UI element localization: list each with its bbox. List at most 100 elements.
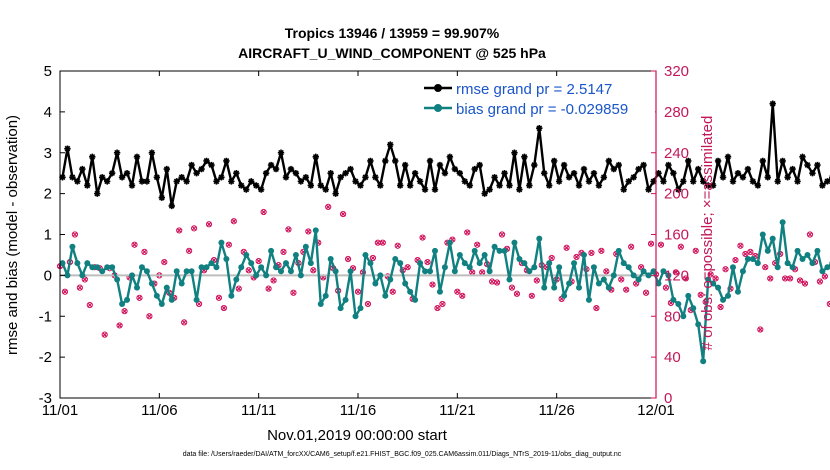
obs-possible-marker: [563, 244, 570, 251]
obs-assimilated-marker: [246, 267, 252, 273]
y-tick-label-right: 80: [664, 308, 681, 325]
rmse-point: [198, 165, 205, 173]
rmse-point: [327, 169, 334, 177]
bias-point: [546, 260, 553, 267]
bias-point: [317, 300, 324, 307]
bias-point: [422, 268, 429, 275]
obs-possible-marker: [742, 250, 749, 258]
bias-point: [84, 260, 91, 267]
rmse-point: [188, 161, 195, 169]
obs-possible-marker: [161, 258, 168, 266]
bias-point: [729, 264, 736, 271]
bias-point: [407, 288, 414, 295]
rmse-point: [168, 202, 175, 210]
rmse-point: [585, 178, 593, 185]
rmse-point: [456, 169, 464, 177]
rmse-point: [580, 165, 588, 173]
obs-possible-marker: [439, 300, 446, 308]
obs-assimilated-marker: [390, 289, 396, 295]
rmse-point: [89, 153, 96, 161]
x-axis: 11/01 11/06 11/11 11/16 11/21 11/26 12/01: [42, 71, 675, 419]
obs-possible-marker: [647, 240, 655, 247]
rmse-point: [272, 165, 280, 173]
obs-assimilated-marker: [256, 258, 262, 264]
rmse-point: [143, 178, 151, 185]
obs-possible-marker: [737, 242, 744, 249]
bias-point: [680, 313, 687, 320]
obs-assimilated-marker: [742, 251, 748, 257]
obs-assimilated-marker: [802, 281, 808, 286]
obs-assimilated-marker: [102, 332, 108, 338]
rmse-point: [516, 186, 523, 193]
bias-point: [377, 272, 384, 279]
x-tick-label: 11/06: [141, 402, 177, 419]
rmse-point: [521, 153, 528, 161]
rmse-point: [670, 169, 677, 177]
bias-point: [268, 247, 275, 254]
rmse-point: [133, 153, 141, 161]
obs-assimilated-marker: [658, 242, 664, 248]
bias-point: [670, 296, 677, 303]
rmse-point: [754, 182, 762, 189]
obs-assimilated-marker: [757, 327, 763, 332]
rmse-point: [431, 186, 439, 193]
rmse-point: [610, 165, 617, 173]
obs-possible-marker: [290, 289, 297, 296]
obs-assimilated-marker: [430, 282, 435, 287]
obs-possible-marker: [454, 288, 461, 295]
obs-assimilated-marker: [723, 266, 728, 272]
bias-point: [536, 235, 543, 242]
bias-point: [526, 268, 533, 275]
rmse-point: [302, 174, 310, 181]
bias-point: [258, 264, 265, 271]
rmse-point: [481, 190, 488, 197]
rmse-point: [103, 178, 111, 185]
rmse-point: [471, 165, 478, 173]
obs-assimilated-marker: [589, 250, 594, 256]
bias-point: [213, 264, 220, 271]
bias-point: [367, 260, 374, 267]
bias-point: [501, 247, 508, 254]
bias-point: [59, 260, 66, 267]
bias-point: [650, 268, 657, 275]
rmse-point: [401, 161, 409, 169]
rmse-point: [392, 157, 399, 165]
bias-point: [104, 264, 111, 271]
rmse-point: [426, 157, 434, 165]
bias-point: [431, 247, 438, 254]
rmse-point: [536, 125, 543, 132]
rmse-point: [84, 182, 91, 189]
rmse-point: [749, 178, 757, 185]
obs-possible-marker: [722, 266, 729, 273]
bias-point: [124, 296, 131, 303]
rmse-point: [511, 149, 518, 156]
obs-possible-marker: [707, 271, 714, 278]
rmse-point: [546, 182, 553, 189]
bias-point: [779, 219, 786, 226]
obs-assimilated-marker: [161, 259, 167, 265]
rmse-point: [660, 178, 667, 185]
rmse-point: [267, 161, 275, 169]
obs-possible-marker: [657, 241, 665, 248]
rmse-point: [208, 161, 215, 169]
bias-point: [228, 292, 235, 299]
rmse-point: [709, 182, 717, 189]
y-tick-label-right: 40: [664, 349, 681, 366]
x-axis-label: Nov.01,2019 00:00:00 start: [267, 427, 448, 444]
obs-assimilated-marker: [370, 255, 376, 261]
obs-assimilated-marker: [564, 245, 570, 251]
obs-possible-marker: [121, 308, 128, 315]
obs-possible-marker: [419, 234, 426, 241]
obs-possible-marker: [71, 231, 79, 238]
rmse-point: [292, 169, 300, 177]
x-tick-label: 12/01: [637, 402, 675, 419]
rmse-point: [555, 178, 563, 185]
obs-possible-marker: [712, 275, 719, 282]
obs-possible-marker: [270, 277, 277, 284]
bias-point: [784, 260, 791, 267]
y-tick-label-right: 320: [664, 63, 689, 80]
obs-assimilated-marker: [122, 308, 127, 314]
y-tick-label-right: 120: [664, 267, 689, 284]
rmse-point: [764, 174, 771, 181]
bias-point: [595, 280, 602, 287]
